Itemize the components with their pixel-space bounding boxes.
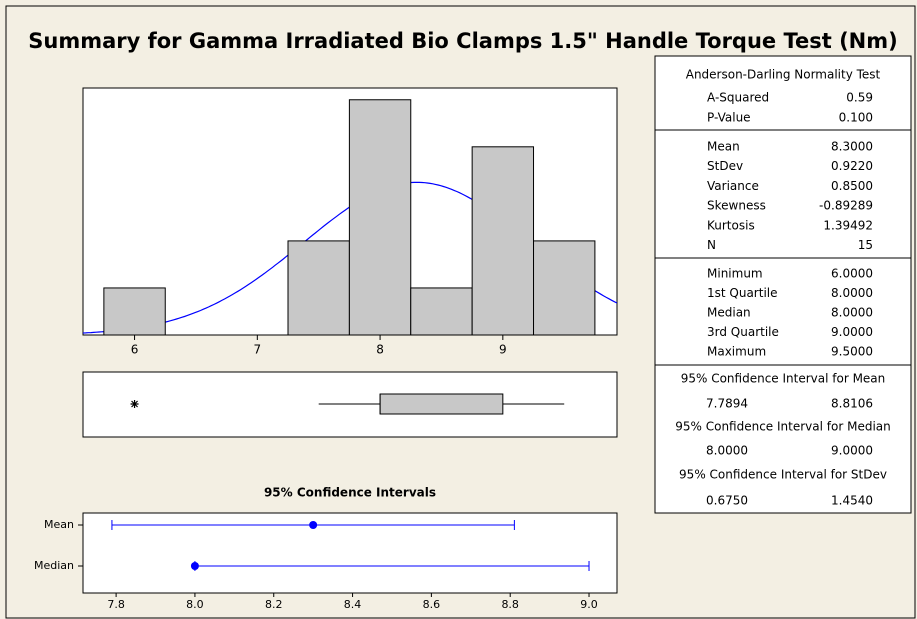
bar <box>533 240 596 336</box>
estimate <box>309 521 318 529</box>
stat-value: -0.89289 <box>819 199 873 213</box>
y-tick-label: Mean <box>44 518 74 531</box>
bar <box>348 99 412 336</box>
stat-label: StDev <box>707 159 743 173</box>
stat-value: 0.100 <box>839 111 873 125</box>
interval-high: 8.8106 <box>831 397 873 411</box>
stats-header: Anderson-Darling Normality Test <box>686 68 881 82</box>
box <box>379 393 504 415</box>
stat-label: Minimum <box>707 267 763 281</box>
interval-title: 95% Confidence Intervals <box>264 486 436 500</box>
bar <box>410 287 473 336</box>
x-tick-label: 6 <box>131 343 139 357</box>
stat-value: 8.0000 <box>831 286 873 300</box>
frame <box>5 5 916 619</box>
stat-label: Skewness <box>707 199 766 213</box>
stat-value: 6.0000 <box>831 267 873 281</box>
bar <box>287 240 350 336</box>
stat-value: 0.8500 <box>831 179 873 193</box>
stat-label: A-Squared <box>707 91 769 105</box>
interval-low: 8.0000 <box>706 444 748 458</box>
stat-label: 1st Quartile <box>707 286 778 300</box>
stat-value: 9.5000 <box>831 345 873 359</box>
x-tick-label: 9 <box>499 343 507 357</box>
stat-label: Variance <box>707 179 759 193</box>
stat-label: N <box>707 238 716 252</box>
stat-value: 0.9220 <box>831 159 873 173</box>
interval-high: 9.0000 <box>831 444 873 458</box>
stat-label: Median <box>707 306 751 320</box>
stat-value: 15 <box>858 238 873 252</box>
stats-table <box>654 55 912 514</box>
x-tick-label: 8.0 <box>186 598 204 611</box>
interval-panel <box>82 512 618 594</box>
x-tick-label: 8.2 <box>265 598 283 611</box>
estimate <box>190 562 199 570</box>
stat-label: Mean <box>707 140 740 154</box>
interval-low: 0.6750 <box>706 494 748 508</box>
stat-label: 3rd Quartile <box>707 325 779 339</box>
stat-value: 8.3000 <box>831 140 873 154</box>
title: Summary for Gamma Irradiated Bio Clamps … <box>28 29 898 53</box>
stat-value: 0.59 <box>846 91 873 105</box>
bar <box>103 287 166 336</box>
stat-value: 8.0000 <box>831 306 873 320</box>
outlier <box>130 400 139 408</box>
x-tick-label: 8.4 <box>344 598 362 611</box>
stat-label: P-Value <box>707 111 751 125</box>
x-tick-label: 9.0 <box>580 598 598 611</box>
x-tick-label: 8 <box>376 343 384 357</box>
x-tick-label: 8.8 <box>501 598 519 611</box>
interval-low: 7.7894 <box>706 397 748 411</box>
interval-header: 95% Confidence Interval for Median <box>675 420 891 434</box>
y-tick-label: Median <box>34 559 74 572</box>
stat-label: Maximum <box>707 345 766 359</box>
interval-high: 1.4540 <box>831 494 873 508</box>
interval-header: 95% Confidence Interval for Mean <box>681 372 886 386</box>
x-tick-label: 7.8 <box>107 598 125 611</box>
stat-label: Kurtosis <box>707 218 755 232</box>
interval-header: 95% Confidence Interval for StDev <box>679 468 887 482</box>
stat-value: 1.39492 <box>823 218 873 232</box>
bar <box>471 146 535 336</box>
stat-value: 9.0000 <box>831 325 873 339</box>
x-tick-label: 7 <box>253 343 261 357</box>
x-tick-label: 8.6 <box>423 598 441 611</box>
